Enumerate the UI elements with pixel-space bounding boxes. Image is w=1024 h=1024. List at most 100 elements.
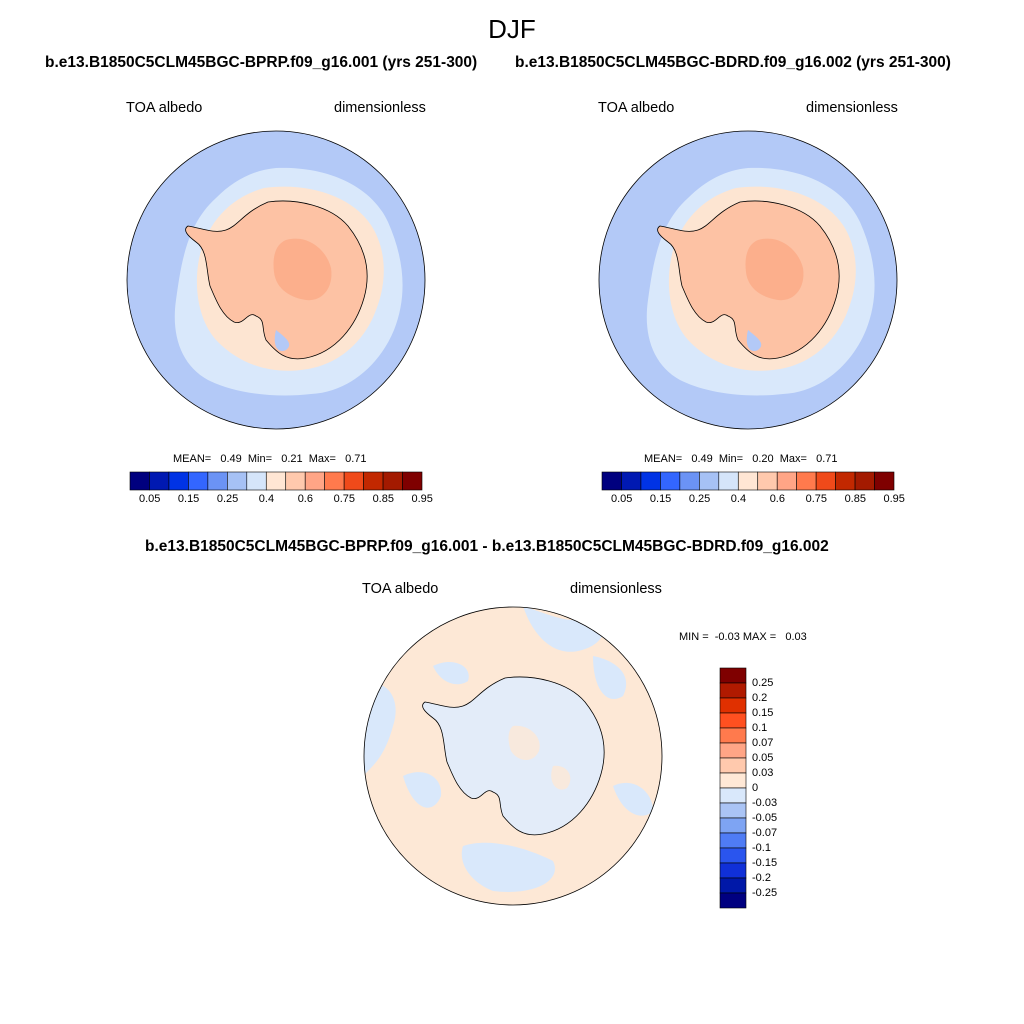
left-colorbar-swatch xyxy=(246,471,267,491)
left-colorbar-tick-label: 0.6 xyxy=(297,493,313,505)
case-title-right: b.e13.B1850C5CLM45BGC-BDRD.f09_g16.002 (… xyxy=(515,54,951,71)
diff-variable-label: TOA albedo xyxy=(362,581,439,597)
diff-colorbar-tick-label: -0.07 xyxy=(752,827,778,839)
diff-colorbar-tick-label: 0.2 xyxy=(752,692,768,704)
right-colorbar-swatch xyxy=(835,471,856,491)
diff-colorbar-tick-label: 0.03 xyxy=(752,767,774,779)
diff-negative-patch xyxy=(433,661,469,685)
diff-polar-map xyxy=(363,606,663,906)
right-colorbar-swatch xyxy=(601,471,622,491)
right-colorbar-tick-label: 0.95 xyxy=(883,493,905,505)
diff-colorbar-swatch xyxy=(719,817,747,834)
diff-colorbar-swatch xyxy=(719,742,747,759)
diff-colorbar-tick-label: 0.05 xyxy=(752,752,774,764)
left-colorbar-swatch xyxy=(324,471,345,491)
left-colorbar-swatch xyxy=(149,471,170,491)
diff-colorbar-tick-label: 0 xyxy=(752,782,759,794)
right-variable-label: TOA albedo xyxy=(598,100,675,116)
left-colorbar-swatch xyxy=(363,471,384,491)
right-stats: MEAN= 0.49 Min= 0.20 Max= 0.71 xyxy=(644,453,838,465)
left-colorbar-tick-label: 0.95 xyxy=(411,493,433,505)
right-units-label: dimensionless xyxy=(806,100,898,116)
diff-interior-patch xyxy=(508,725,540,761)
left-colorbar-swatch xyxy=(227,471,248,491)
right-colorbar-tick-label: 0.85 xyxy=(844,493,866,505)
diff-units-label: dimensionless xyxy=(570,581,662,597)
diff-colorbar-tick-label: 0.1 xyxy=(752,722,768,734)
diff-colorbar-tick-label: 0.15 xyxy=(752,707,774,719)
left-colorbar-swatch xyxy=(168,471,189,491)
left-polar-map xyxy=(126,130,426,430)
diff-negative-patch xyxy=(613,782,653,816)
diff-colorbar-swatch xyxy=(719,862,747,879)
diff-colorbar-swatch xyxy=(719,667,747,684)
diff-colorbar-swatch xyxy=(719,802,747,819)
diff-colorbar-swatch xyxy=(719,682,747,699)
diff-negative-patch xyxy=(523,607,604,652)
diff-colorbar-swatch xyxy=(719,727,747,744)
diff-negative-patch xyxy=(593,656,627,700)
right-colorbar-tick-label: 0.15 xyxy=(649,493,672,505)
left-continent-interior xyxy=(273,238,332,301)
right-polar-map xyxy=(598,130,898,430)
diff-colorbar-tick-label: -0.2 xyxy=(752,872,771,884)
left-colorbar-swatch xyxy=(304,471,325,491)
right-colorbar-tick-label: 0.6 xyxy=(769,493,785,505)
left-colorbar-tick-label: 0.75 xyxy=(333,493,356,505)
diff-colorbar-swatch xyxy=(719,832,747,849)
left-colorbar-swatch xyxy=(285,471,306,491)
diff-colorbar-swatch xyxy=(719,787,747,804)
diff-negative-patch xyxy=(461,842,555,892)
diff-colorbar-tick-label: 0.07 xyxy=(752,737,774,749)
right-colorbar-tick-label: 0.4 xyxy=(730,493,747,505)
left-map-border xyxy=(126,130,426,430)
diff-colorbar-tick-label: -0.1 xyxy=(752,842,771,854)
left-colorbar-swatch xyxy=(129,471,150,491)
left-colorbar xyxy=(129,471,423,491)
left-colorbar-tick-label: 0.15 xyxy=(177,493,200,505)
right-ross-sea-patch xyxy=(746,330,762,352)
right-map-border xyxy=(598,130,898,430)
left-colorbar-swatch xyxy=(188,471,209,491)
right-colorbar-swatch xyxy=(737,471,759,491)
diff-stats: MIN = -0.03 MAX = 0.03 xyxy=(679,631,807,643)
left-ross-sea-patch xyxy=(274,330,290,352)
case-title-left: b.e13.B1850C5CLM45BGC-BPRP.f09_g16.001 (… xyxy=(45,54,478,71)
right-colorbar-swatch xyxy=(660,471,681,491)
diff-colorbar-tick-label: -0.15 xyxy=(752,857,778,869)
right-colorbar-swatch xyxy=(757,471,778,491)
left-colorbar-swatch xyxy=(265,471,287,491)
diff-title: b.e13.B1850C5CLM45BGC-BPRP.f09_g16.001 -… xyxy=(145,538,829,555)
right-colorbar-swatch xyxy=(854,471,875,491)
left-colorbar-swatch xyxy=(402,471,423,491)
right-colorbar xyxy=(601,471,895,491)
right-colorbar-swatch xyxy=(815,471,836,491)
diff-interior-patch xyxy=(551,765,571,790)
left-colorbar-tick-label: 0.05 xyxy=(138,493,161,505)
right-colorbar-swatch xyxy=(796,471,817,491)
left-stats: MEAN= 0.49 Min= 0.21 Max= 0.71 xyxy=(173,453,367,465)
diff-colorbar xyxy=(719,667,747,909)
diff-antarctica xyxy=(422,676,605,836)
diff-colorbar-swatch xyxy=(719,892,747,909)
left-variable-label: TOA albedo xyxy=(126,100,203,116)
diff-colorbar-swatch xyxy=(719,772,747,789)
left-colorbar-swatch xyxy=(343,471,364,491)
right-colorbar-swatch xyxy=(718,471,739,491)
left-colorbar-tick-label: 0.85 xyxy=(372,493,394,505)
left-colorbar-tick-label: 0.4 xyxy=(258,493,275,505)
right-colorbar-swatch xyxy=(874,471,895,491)
diff-colorbar-tick-label: 0.25 xyxy=(752,677,774,689)
right-colorbar-tick-label: 0.75 xyxy=(805,493,828,505)
right-continent-interior xyxy=(745,238,804,301)
left-colorbar-swatch xyxy=(382,471,403,491)
right-colorbar-tick-label: 0.05 xyxy=(610,493,633,505)
right-colorbar-swatch xyxy=(679,471,700,491)
diff-colorbar-swatch xyxy=(719,697,747,714)
diff-colorbar-swatch xyxy=(719,847,747,864)
main-title: DJF xyxy=(488,14,536,44)
right-colorbar-swatch xyxy=(621,471,642,491)
diff-map-border xyxy=(363,606,663,906)
diff-colorbar-swatch xyxy=(719,877,747,894)
right-colorbar-tick-label: 0.25 xyxy=(688,493,711,505)
